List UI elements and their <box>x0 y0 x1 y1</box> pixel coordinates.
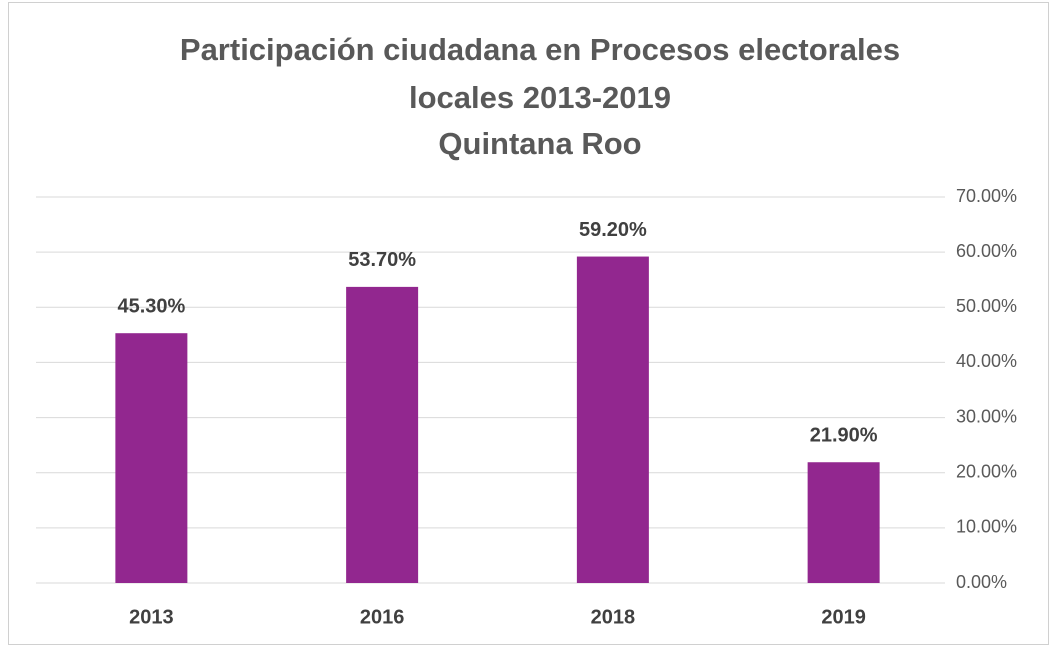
chart-title: Quintana Roo <box>438 126 641 161</box>
value-label: 45.30% <box>117 295 185 317</box>
y-tick-label: 70.00% <box>956 186 1017 206</box>
bar <box>807 462 880 583</box>
bar <box>115 333 188 583</box>
value-label: 59.20% <box>579 219 647 241</box>
chart-title: locales 2013-2019 <box>409 80 671 115</box>
y-tick-label: 10.00% <box>956 517 1017 537</box>
y-tick-label: 50.00% <box>956 296 1017 316</box>
chart-title: Participación ciudadana en Procesos elec… <box>180 32 900 67</box>
value-label: 53.70% <box>348 249 416 271</box>
y-tick-label: 60.00% <box>956 241 1017 261</box>
y-tick-label: 30.00% <box>956 406 1017 426</box>
value-label: 21.90% <box>810 425 878 447</box>
y-tick-label: 0.00% <box>956 572 1007 592</box>
y-tick-label: 20.00% <box>956 461 1017 481</box>
bar <box>576 256 649 583</box>
bar <box>346 286 419 583</box>
x-tick-label: 2019 <box>821 606 866 628</box>
x-tick-label: 2016 <box>360 606 405 628</box>
x-tick-label: 2018 <box>591 606 636 628</box>
x-tick-label: 2013 <box>129 606 174 628</box>
y-tick-label: 40.00% <box>956 351 1017 371</box>
